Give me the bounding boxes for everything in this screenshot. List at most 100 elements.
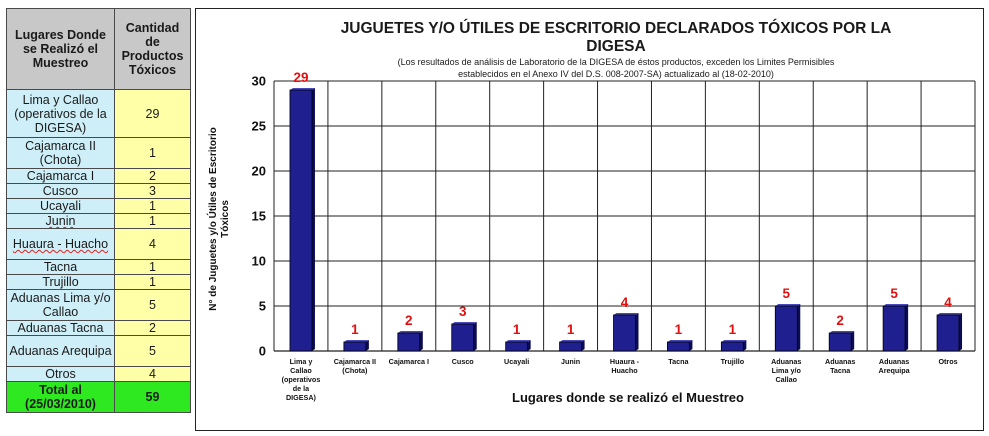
data-label: 1 bbox=[567, 322, 575, 337]
table-row: Trujillo 1 bbox=[6, 274, 191, 290]
x-tick-label: Aduanas Lima y/o Callao bbox=[771, 357, 801, 384]
y-axis-ticks: 0 5 10 15 20 25 30 bbox=[252, 74, 266, 359]
x-tick-label-line: Aduanas bbox=[879, 357, 909, 366]
place-cell: Aduanas Arequipa bbox=[6, 335, 115, 367]
place-cell: Cajamarca II (Chota) bbox=[6, 137, 115, 169]
x-tick-label-line: Otros bbox=[938, 357, 957, 366]
y-tick-label: 30 bbox=[252, 74, 266, 89]
y-tick-label: 5 bbox=[259, 299, 266, 314]
bar bbox=[936, 313, 963, 352]
bar bbox=[882, 304, 909, 352]
chart-title-line1: JUGUETES Y/O ÚTILES DE ESCRITORIO DECLAR… bbox=[341, 19, 892, 37]
qty-cell: 29 bbox=[114, 89, 191, 138]
place-cell: Ucayali bbox=[6, 198, 115, 214]
bar-rect bbox=[397, 332, 421, 352]
x-tick-label-line: Ucayali bbox=[504, 357, 529, 366]
x-tick-label-line: Cajamarca I bbox=[389, 357, 429, 366]
qty-cell: 1 bbox=[114, 198, 191, 214]
bar-chart-panel: JUGUETES Y/O ÚTILES DE ESCRITORIO DECLAR… bbox=[195, 8, 984, 431]
table-row: Ucayali 1 bbox=[6, 198, 191, 214]
bar-side bbox=[635, 313, 639, 351]
place-cell: Huaura - Huacho bbox=[6, 228, 115, 260]
data-label: 2 bbox=[405, 313, 413, 328]
bar-rect bbox=[774, 305, 798, 352]
place-cell: Aduanas Lima y/o Callao bbox=[6, 289, 115, 321]
bar-rect bbox=[667, 341, 690, 352]
total-value: 59 bbox=[114, 381, 191, 413]
bar-rect bbox=[936, 314, 960, 352]
bar-top bbox=[559, 340, 585, 342]
x-tick-label: Cusco bbox=[452, 357, 475, 366]
qty-cell: 1 bbox=[114, 274, 191, 290]
y-axis-title-line2: Tóxicos bbox=[220, 200, 231, 238]
data-label: 1 bbox=[513, 322, 521, 337]
results-table: Lugares Donde se Realizó el Muestreo Can… bbox=[6, 8, 191, 413]
data-label: 1 bbox=[729, 322, 737, 337]
bar-side bbox=[311, 88, 315, 351]
x-tick-label-line: (Chota) bbox=[342, 366, 368, 375]
qty-cell: 4 bbox=[114, 228, 191, 260]
bar-rect bbox=[613, 314, 636, 352]
qty-cell: 2 bbox=[114, 168, 191, 184]
bar-top bbox=[289, 88, 315, 90]
place-cell: Junin bbox=[6, 213, 115, 229]
x-tick-label: Ucayali bbox=[504, 357, 529, 366]
bar-rect bbox=[882, 305, 906, 352]
table-row: Otros 4 bbox=[6, 366, 191, 382]
y-tick-label: 10 bbox=[252, 254, 266, 269]
data-labels: 29 1 2 3 1 1 4 1 1 5 2 5 4 bbox=[293, 70, 952, 337]
total-label: Total al (25/03/2010) bbox=[6, 381, 115, 413]
table-row: Huaura - Huacho 4 bbox=[6, 228, 191, 260]
bar-side bbox=[905, 304, 909, 351]
y-tick-label: 20 bbox=[252, 164, 266, 179]
data-label: 29 bbox=[293, 70, 308, 85]
x-tick-label-line: Cusco bbox=[452, 357, 475, 366]
y-axis-title: N° de Juguetes y/o Útiles de Escritorio … bbox=[206, 127, 231, 311]
bar bbox=[559, 340, 585, 352]
bar bbox=[828, 331, 855, 352]
x-tick-label-line: Huacho bbox=[611, 366, 638, 375]
header-qty: Cantidad de Productos Tóxicos bbox=[114, 8, 191, 90]
bar-rect bbox=[289, 89, 313, 352]
place-cell: Cusco bbox=[6, 183, 115, 199]
bar bbox=[397, 331, 423, 352]
qty-cell: 5 bbox=[114, 289, 191, 321]
x-tick-label: Otros bbox=[938, 357, 957, 366]
x-tick-label: Tacna bbox=[668, 357, 689, 366]
x-tick-label-line: Aduanas bbox=[825, 357, 855, 366]
data-label: 4 bbox=[944, 295, 952, 310]
gridlines bbox=[273, 80, 976, 352]
bar-rect bbox=[343, 341, 367, 352]
x-tick-label-line: DIGESA) bbox=[286, 393, 317, 402]
chart-subtitle-line2: establecidos en el Anexo IV del D.S. 008… bbox=[458, 69, 774, 79]
x-tick-label: Aduanas Tacna bbox=[825, 357, 855, 375]
chart-subtitle-line1: (Los resultados de análisis de Laborator… bbox=[398, 57, 835, 67]
table-row: Cusco 3 bbox=[6, 183, 191, 199]
bar-top bbox=[451, 322, 477, 324]
table-row: Tacna 1 bbox=[6, 259, 191, 275]
x-tick-label-line: de la bbox=[293, 384, 310, 393]
header-place: Lugares Donde se Realizó el Muestreo bbox=[6, 8, 115, 90]
table-row: Cajamarca I 2 bbox=[6, 168, 191, 184]
x-tick-label: Aduanas Arequipa bbox=[879, 357, 911, 375]
x-tick-label-line: Huaura - bbox=[610, 357, 640, 366]
data-label: 1 bbox=[351, 322, 359, 337]
bar-side bbox=[581, 340, 585, 351]
bar-rect bbox=[720, 341, 744, 352]
place-cell: Trujillo bbox=[6, 274, 115, 290]
bar-side bbox=[959, 313, 963, 351]
bar-top bbox=[829, 331, 855, 333]
bar-rect bbox=[451, 323, 475, 352]
bar-top bbox=[505, 340, 531, 342]
x-tick-label-line: Junin bbox=[561, 357, 580, 366]
bars bbox=[289, 88, 963, 352]
place-cell: Cajamarca I bbox=[6, 168, 115, 184]
chart-title-line2: DIGESA bbox=[586, 38, 645, 55]
x-axis-ticks: Lima y Callao (operativos de la DIGESA)Cajam… bbox=[282, 357, 958, 402]
place-cell: Lima y Callao (operativos de la DIGESA) bbox=[6, 89, 115, 138]
table-row: Cajamarca II (Chota) 1 bbox=[6, 137, 191, 169]
qty-cell: 1 bbox=[114, 213, 191, 229]
bar-rect bbox=[505, 341, 529, 352]
x-tick-label-line: Trujillo bbox=[721, 357, 745, 366]
x-tick-label-line: Lima y/o bbox=[772, 366, 802, 375]
